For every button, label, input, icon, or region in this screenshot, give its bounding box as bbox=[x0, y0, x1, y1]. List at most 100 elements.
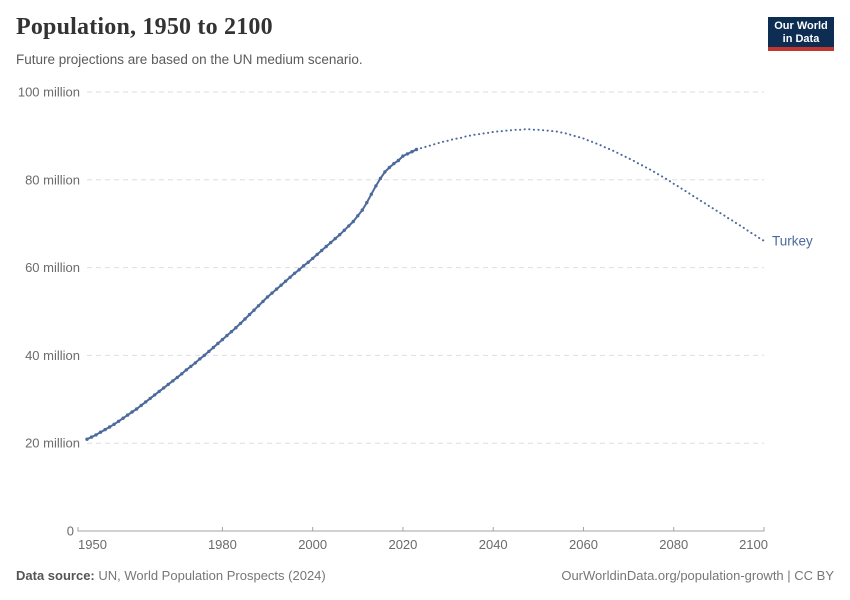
series-point[interactable] bbox=[144, 400, 148, 404]
series-point[interactable] bbox=[85, 437, 89, 441]
series-point[interactable] bbox=[112, 422, 116, 426]
series-point[interactable] bbox=[103, 427, 107, 432]
y-tick-label: 60 million bbox=[25, 260, 80, 275]
series-point[interactable] bbox=[256, 304, 261, 308]
chart-subtitle: Future projections are based on the UN m… bbox=[16, 52, 363, 67]
series-point[interactable] bbox=[274, 287, 279, 291]
series-point[interactable] bbox=[198, 357, 202, 361]
series-point[interactable] bbox=[306, 260, 310, 264]
x-tick-label: 2000 bbox=[298, 537, 327, 552]
series-point[interactable] bbox=[401, 154, 405, 158]
series-point[interactable] bbox=[243, 317, 247, 321]
series-point[interactable] bbox=[134, 407, 139, 411]
owid-logo[interactable]: Our World in Data bbox=[768, 17, 834, 51]
data-source-text: UN, World Population Prospects (2024) bbox=[94, 568, 326, 583]
series-point[interactable] bbox=[297, 268, 301, 272]
series-point[interactable] bbox=[315, 252, 319, 257]
series-point[interactable] bbox=[261, 299, 265, 304]
series-point[interactable] bbox=[347, 224, 351, 228]
x-tick-label: 2080 bbox=[659, 537, 688, 552]
owid-logo-line1: Our World bbox=[774, 20, 828, 32]
series-point[interactable] bbox=[216, 341, 220, 346]
series-point[interactable] bbox=[338, 233, 342, 237]
series-point[interactable] bbox=[116, 419, 121, 423]
series-point[interactable] bbox=[180, 372, 184, 376]
x-axis-line bbox=[77, 527, 765, 532]
series-point[interactable] bbox=[125, 413, 130, 417]
series-point[interactable] bbox=[292, 271, 297, 275]
series-point[interactable] bbox=[139, 403, 143, 408]
series-point[interactable] bbox=[94, 433, 98, 437]
series-point[interactable] bbox=[98, 430, 103, 434]
series-point[interactable] bbox=[301, 264, 306, 268]
x-tick-label: 2020 bbox=[388, 537, 417, 552]
series-point[interactable] bbox=[184, 368, 188, 372]
series-point[interactable] bbox=[283, 279, 288, 283]
series-point[interactable] bbox=[369, 192, 373, 196]
series-point[interactable] bbox=[247, 312, 252, 317]
series-point[interactable] bbox=[162, 386, 166, 390]
series-line-historical[interactable] bbox=[86, 148, 417, 441]
owid-logo-line2: in Data bbox=[782, 33, 820, 45]
series-point[interactable] bbox=[329, 240, 333, 245]
series-point[interactable] bbox=[311, 256, 315, 261]
entity-label[interactable]: Turkey bbox=[772, 233, 813, 248]
series-point[interactable] bbox=[333, 236, 337, 241]
series-point[interactable] bbox=[365, 200, 369, 205]
series-point[interactable] bbox=[202, 353, 206, 358]
series-point[interactable] bbox=[153, 393, 157, 397]
series-point[interactable] bbox=[252, 308, 256, 312]
series-point[interactable] bbox=[378, 176, 383, 181]
series-point[interactable] bbox=[89, 435, 94, 439]
series-point[interactable] bbox=[211, 345, 216, 350]
x-tick-label: 2040 bbox=[479, 537, 508, 552]
series-point[interactable] bbox=[351, 219, 355, 224]
series-point[interactable] bbox=[193, 361, 197, 365]
series-point[interactable] bbox=[175, 375, 179, 380]
series-point[interactable] bbox=[356, 214, 360, 218]
y-tick-label: 20 million bbox=[25, 436, 80, 451]
series-point[interactable] bbox=[166, 382, 170, 387]
series-point[interactable] bbox=[387, 165, 392, 170]
series-point[interactable] bbox=[148, 396, 152, 401]
series-point[interactable] bbox=[360, 208, 364, 212]
series-point[interactable] bbox=[374, 184, 378, 188]
series-point[interactable] bbox=[189, 364, 193, 369]
y-tick-label: 40 million bbox=[25, 348, 80, 363]
series-point[interactable] bbox=[396, 158, 401, 163]
data-source-label: Data source: bbox=[16, 568, 95, 583]
series-point[interactable] bbox=[171, 379, 175, 383]
series-point[interactable] bbox=[229, 330, 234, 334]
series-point[interactable] bbox=[207, 349, 211, 354]
credit-link[interactable]: OurWorldinData.org/population-growth | C… bbox=[561, 568, 834, 583]
series-point[interactable] bbox=[279, 283, 283, 287]
series-point[interactable] bbox=[225, 333, 229, 338]
data-source-note: Data source: UN, World Population Prospe… bbox=[16, 568, 326, 583]
y-tick-label: 80 million bbox=[25, 172, 80, 187]
series-point[interactable] bbox=[220, 337, 225, 342]
series-point[interactable] bbox=[405, 152, 410, 156]
x-tick-label: 1950 bbox=[78, 537, 107, 552]
y-tick-label: 0 bbox=[67, 524, 74, 539]
series-point[interactable] bbox=[238, 321, 243, 326]
series-point[interactable] bbox=[270, 291, 274, 295]
series-point[interactable] bbox=[130, 410, 134, 414]
x-tick-label: 1980 bbox=[208, 537, 237, 552]
series-point[interactable] bbox=[324, 244, 328, 249]
series-point[interactable] bbox=[410, 150, 414, 154]
series-point[interactable] bbox=[320, 248, 324, 253]
x-tick-label: 2060 bbox=[569, 537, 598, 552]
chart-footer: Data source: UN, World Population Prospe… bbox=[16, 568, 834, 583]
y-tick-label: 100 million bbox=[18, 85, 80, 100]
series-point[interactable] bbox=[383, 170, 387, 174]
series-point[interactable] bbox=[265, 295, 270, 299]
series-line-projection[interactable] bbox=[415, 128, 765, 242]
series-point[interactable] bbox=[288, 275, 292, 279]
series-point[interactable] bbox=[342, 228, 346, 232]
series-point[interactable] bbox=[392, 161, 396, 166]
series-point[interactable] bbox=[234, 326, 238, 330]
series-point[interactable] bbox=[157, 389, 161, 394]
series-point[interactable] bbox=[107, 425, 112, 429]
series-point[interactable] bbox=[121, 416, 125, 420]
